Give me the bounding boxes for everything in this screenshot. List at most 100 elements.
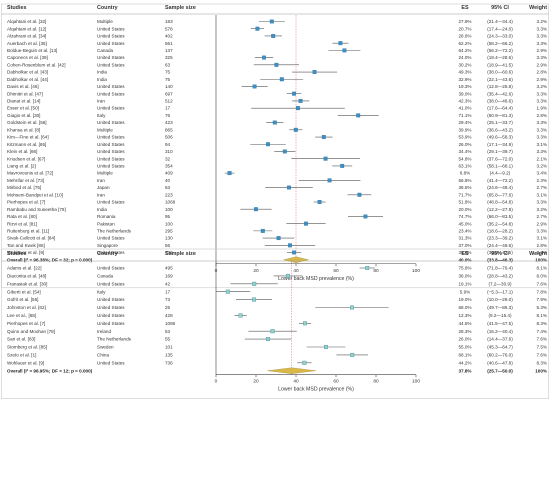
effect-marker (342, 48, 347, 53)
effect-marker (340, 163, 345, 168)
study-weight: 3.3% (537, 120, 547, 125)
study-sample-size: 169 (165, 274, 173, 279)
study-country: Canada (97, 48, 114, 53)
study-sample-size: 325 (165, 55, 173, 60)
study-weight: 3.4% (537, 171, 547, 176)
study-ci: (29.1—39.7) (487, 149, 513, 154)
study-country: United States (97, 55, 125, 60)
study-ci: (25.1—33.7) (487, 120, 513, 125)
study-sample-size: 101 (165, 345, 173, 350)
study-country: China (97, 353, 109, 358)
study-sample-size: 76 (165, 113, 171, 118)
study-name: Franasiak et al. [30] (7, 281, 47, 286)
study-sample-size: 295 (165, 228, 173, 233)
study-weight: 3.2% (537, 164, 547, 169)
study-row: Quinn and Moohan [78] Ireland 53 28.3% (16.2… (7, 329, 547, 334)
study-country: Iran (97, 192, 105, 197)
effect-marker (274, 62, 279, 67)
study-name: Adams et al. [22] (7, 266, 41, 271)
x-tick-label: 60 (333, 268, 339, 274)
effect-marker (254, 207, 258, 212)
overall-weight: 100% (535, 368, 547, 373)
study-sample-size: 53 (165, 329, 171, 334)
study-weight: 7.6% (537, 353, 547, 358)
study-weight: 3.3% (537, 228, 547, 233)
study-weight: 3.3% (537, 41, 547, 46)
study-ci: (24.6—48.4) (487, 185, 513, 190)
study-name: Cohen-Rosenblum et al. [42] (7, 62, 65, 67)
study-es: 64.2% (458, 48, 471, 53)
study-es: 27.9% (458, 19, 471, 24)
effect-marker (324, 345, 328, 349)
study-es: 62.2% (458, 41, 471, 46)
study-weight: 7.4% (537, 329, 547, 334)
study-sample-size: 95 (165, 214, 171, 219)
study-name: Giberti et al. [54] (7, 289, 41, 294)
study-sample-size: 63 (165, 62, 171, 67)
study-name: Giagio et al. [30] (7, 113, 40, 118)
study-country: United States (97, 321, 125, 326)
effect-marker (304, 221, 308, 226)
study-name: Sivak-Callcott et al. [84] (7, 236, 55, 241)
effect-marker (282, 149, 287, 154)
study-name: Dianat et al. [14] (7, 99, 40, 104)
study-name: Boldue-Beguin et al. [13] (7, 48, 57, 53)
study-sample-size: 25 (165, 305, 171, 310)
effect-marker (225, 289, 230, 294)
overall-row: Overall (I² = 96.95%; DF = 12; p = 0.000… (7, 367, 547, 374)
effect-marker (288, 243, 292, 248)
study-weight: 1.9% (537, 106, 547, 111)
study-country: United States (97, 250, 125, 255)
study-row: Auerbach et al. [35] United States 561 62.2… (7, 41, 547, 46)
overall-ci: (33.8—46.3) (487, 257, 513, 262)
effect-marker (252, 281, 257, 286)
overall-es: 37.8% (458, 368, 471, 373)
study-weight: 7.9% (537, 297, 547, 302)
study-es: 6.8% (460, 171, 470, 176)
header-sample-size: Sample size (165, 5, 196, 11)
study-name: Knudsen et al. [67] (7, 156, 45, 161)
study-country: Sweden (97, 345, 114, 350)
study-es: 31.3% (458, 236, 471, 241)
study-country: United States (97, 142, 125, 147)
study-country: India (97, 77, 107, 82)
study-name: Mohseni-Bandpei et al. [10] (7, 192, 63, 197)
effect-marker (338, 41, 343, 46)
study-es: 41.0% (458, 106, 471, 111)
x-tick-label: 100 (412, 268, 420, 274)
study-name: Ruitenburg et al. [11] (7, 228, 49, 233)
study-weight: 2.9% (537, 62, 547, 67)
study-ci: (17.4—24.0) (487, 26, 513, 31)
effect-marker (327, 178, 332, 183)
study-country: United States (97, 149, 125, 154)
study-country: United States (97, 313, 125, 318)
study-sample-size: 140 (165, 84, 173, 89)
overall-row: Overall (I² = 96.38%; DF = 32; p = 0.000… (7, 256, 547, 263)
study-weight: 2.9% (537, 48, 547, 53)
study-sample-size: 137 (165, 48, 173, 53)
study-row: Giberti et al. [54] Italy 17 5.9% (−5.3—17.1… (7, 289, 547, 294)
study-row: Dhimitri et al. [47] United States 697 39.0… (7, 91, 547, 96)
study-weight: 3.3% (537, 91, 547, 96)
study-es: 63.1% (458, 164, 471, 169)
x-axis-label: Lower back MSD prevalence (%) (278, 387, 354, 393)
effect-marker (350, 352, 355, 357)
study-weight: 7.8% (537, 289, 547, 294)
overall-label: Overall (I² = 96.38%; DF = 32; p = 0.000… (7, 257, 93, 262)
study-name: Auerbach et al. [35] (7, 41, 47, 46)
effect-marker (276, 236, 281, 241)
study-es: 44.5% (458, 321, 471, 326)
study-row: Rizvi et al. [81] Pakistan 100 45.0% (35.2—5… (7, 221, 547, 226)
study-ci: (48.8—54.8) (487, 200, 513, 205)
forest-panel-1: Studies Country Sample size ES 95% CI Weight A… (1, 3, 549, 289)
study-sample-size: 56 (165, 243, 171, 248)
study-ci: (14.4—37.6) (487, 337, 513, 342)
study-country: India (97, 207, 107, 212)
study-es: 45.0% (458, 221, 471, 226)
study-name: Wohlauer et al. [9] (7, 360, 44, 365)
study-country: United States (97, 120, 125, 125)
study-row: Mirbod et al. [75] Japan 63 36.5% (24.6—48.4… (7, 185, 547, 190)
study-sample-size: 697 (165, 91, 173, 96)
study-es: 23.4% (458, 228, 471, 233)
study-country: United States (97, 200, 125, 205)
